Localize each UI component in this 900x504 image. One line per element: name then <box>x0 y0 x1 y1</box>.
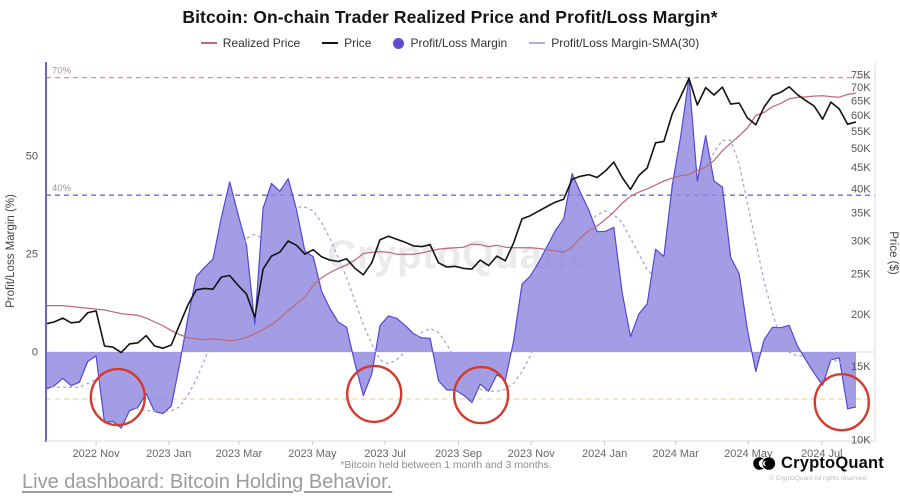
y-right-tick-label: 65K <box>851 96 871 108</box>
legend-item-margin-sma30[interactable]: Profit/Loss Margin-SMA(30) <box>529 36 699 50</box>
threshold-label: 70% <box>52 66 72 77</box>
footnote: *Bitcoin held between 1 month and 3 mont… <box>340 459 552 471</box>
legend-item-price[interactable]: Price <box>322 36 371 50</box>
y-right-tick-label: 10K <box>851 435 871 447</box>
y-right-tick-label: 30K <box>851 236 871 248</box>
y-right-tick-label: 55K <box>851 126 871 138</box>
threshold-label: 40% <box>52 183 72 194</box>
left-axis-title: Profit/Loss Margin (%) <box>5 194 17 308</box>
right-axis-title: Price ($) <box>887 231 899 275</box>
x-tick-label: 2023 Sep <box>435 448 482 460</box>
x-tick-label: 2023 Jul <box>364 448 406 460</box>
legend: Realized Price Price Profit/Loss Margin … <box>0 36 900 50</box>
price-swatch-icon <box>322 42 339 44</box>
y-left-tick-label: 50 <box>26 151 38 163</box>
y-right-tick-label: 50K <box>851 143 871 155</box>
legend-label: Price <box>344 36 372 50</box>
x-tick-label: 2023 Mar <box>216 448 263 460</box>
logo-wordmark: CryptoQuant <box>780 454 884 472</box>
x-axis-labels: 2022 Nov 2023 Jan 2023 Mar 2023 May 2023 Jul… <box>73 441 843 460</box>
margin-swatch-icon <box>393 37 405 49</box>
y-right-tick-label: 40K <box>851 183 871 195</box>
margin-sma-line <box>45 139 857 413</box>
x-tick-label: 2022 Nov <box>73 448 121 460</box>
y-right-tick-label: 45K <box>851 162 871 174</box>
y-axis-right-labels: 10K 15K 20K 25K 30K 35K 40K 45K 50K 55K 60K 65K 70K7… <box>851 70 871 447</box>
y-right-tick-label: 60K <box>851 110 871 122</box>
annotation-circles <box>89 364 870 432</box>
y-right-tick-label: 20K <box>851 309 871 321</box>
annotation-circle <box>452 365 510 425</box>
logo-copyright: © CryptoQuant All rights reserved. <box>769 475 868 482</box>
margin-sma-swatch-icon <box>529 42 546 44</box>
x-tick-label: 2024 May <box>724 448 773 460</box>
legend-item-profit-loss-margin[interactable]: Profit/Loss Margin <box>393 36 507 50</box>
dashboard-link[interactable]: Live dashboard: Bitcoin Holding Behavior… <box>22 471 393 493</box>
legend-label: Profit/Loss Margin <box>410 36 508 50</box>
legend-label: Profit/Loss Margin-SMA(30) <box>551 36 700 50</box>
annotation-circle <box>89 367 147 427</box>
y-right-tick-label: 70K <box>851 82 871 94</box>
y-right-tick-label: 35K <box>851 208 871 220</box>
margin-area-edge <box>45 77 857 429</box>
cryptoquant-logo: CryptoQuant © CryptoQuant All rights res… <box>753 454 884 482</box>
chart-title: Bitcoin: On-chain Trader Realized Price … <box>182 7 718 27</box>
price-line <box>45 77 857 354</box>
x-tick-label: 2024 Jan <box>582 448 627 460</box>
realized-price-line <box>46 92 857 342</box>
x-tick-label: 2023 Nov <box>508 448 556 460</box>
y-right-tick-label: 75K <box>851 70 871 82</box>
legend-item-realized-price[interactable]: Realized Price <box>200 36 301 50</box>
annotation-circle <box>346 364 403 424</box>
realized-price-swatch-icon <box>200 42 217 44</box>
legend-label: Realized Price <box>222 36 301 50</box>
cryptoquant-logo-icon <box>753 457 776 470</box>
annotation-circle <box>813 373 870 432</box>
y-left-tick-label: 25 <box>26 249 38 261</box>
x-tick-label: 2023 May <box>288 448 337 460</box>
margin-area <box>46 77 856 428</box>
x-tick-label: 2023 Jan <box>146 448 191 460</box>
y-right-tick-label: 25K <box>851 269 871 281</box>
y-axis-left-labels: 0 25 50 <box>26 151 38 359</box>
y-left-tick-label: 0 <box>32 347 38 359</box>
x-tick-label: 2024 Jul <box>801 448 843 460</box>
threshold-lines: 70% 40% <box>46 66 875 400</box>
y-right-tick-label: 15K <box>851 361 871 373</box>
x-tick-label: 2024 Mar <box>652 448 699 460</box>
